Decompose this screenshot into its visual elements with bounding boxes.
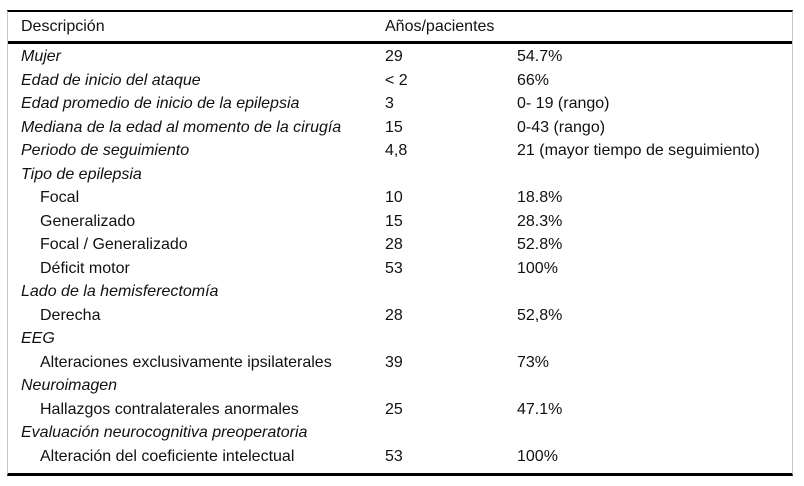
row-detail-value: 52,8% xyxy=(517,306,563,324)
row-label: Evaluación neurocognitiva preoperatoria xyxy=(21,424,308,441)
row-years-patients-value: 3 xyxy=(385,95,394,112)
row-detail-value: 66% xyxy=(517,71,550,89)
row-detail-value: 21 (mayor tiempo de seguimiento) xyxy=(517,142,760,159)
row-label: Derecha xyxy=(40,306,101,324)
row-label: Mujer xyxy=(21,48,62,65)
row-detail-value: 100% xyxy=(517,447,558,465)
table-row: Edad de inicio del ataque < 2 66% xyxy=(8,69,792,93)
row-detail-value: 18.8% xyxy=(517,189,563,206)
row-detail-value xyxy=(517,163,792,187)
row-label: Tipo de epilepsia xyxy=(21,165,142,183)
table-row: Déficit motor 53 100% xyxy=(8,257,792,281)
row-years-patients-value xyxy=(385,163,517,187)
row-label: Edad promedio de inicio de la epilepsia xyxy=(21,95,300,112)
row-label: Alteraciones exclusivamente ipsilaterale… xyxy=(40,353,332,371)
row-label: EEG xyxy=(21,330,55,347)
row-detail-value: 47.1% xyxy=(517,400,563,418)
row-label: Alteración del coeficiente intelectual xyxy=(40,447,295,465)
row-label: Déficit motor xyxy=(40,259,130,277)
row-years-patients-value: 28 xyxy=(385,306,403,324)
row-years-patients-value: 15 xyxy=(385,118,403,136)
table-row: Focal / Generalizado 28 52.8% xyxy=(8,233,792,257)
column-header-descripcion: Descripción xyxy=(21,17,105,35)
row-detail-value xyxy=(517,280,792,304)
section-header-row: EEG xyxy=(8,327,792,351)
row-detail-value: 73% xyxy=(517,353,550,371)
table-row: Derecha 28 52,8% xyxy=(8,304,792,328)
row-years-patients-value: 53 xyxy=(385,447,403,465)
table-row: Mediana de la edad al momento de la ciru… xyxy=(8,116,792,140)
table-body: Mujer 29 54.7% Edad de inicio del ataque < 2… xyxy=(8,44,792,473)
row-label: Neuroimagen xyxy=(21,377,118,394)
table-row: Mujer 29 54.7% xyxy=(8,45,792,69)
table-header-row: Descripción Años/pacientes xyxy=(8,12,792,44)
row-years-patients-value xyxy=(385,280,517,304)
row-years-patients-value xyxy=(385,421,517,445)
row-detail-value: 54.7% xyxy=(517,48,563,65)
row-years-patients-value: 53 xyxy=(385,259,403,277)
column-header-anos-pacientes: Años/pacientes xyxy=(385,17,495,35)
row-years-patients-value: 29 xyxy=(385,48,403,65)
row-label: Focal xyxy=(40,189,80,206)
section-header-row: Lado de la hemisferectomía xyxy=(8,280,792,304)
row-years-patients-value: 4,8 xyxy=(385,142,408,159)
data-table: Descripción Años/pacientes Mujer 29 54.7% E… xyxy=(7,10,793,476)
row-label: Periodo de seguimiento xyxy=(21,142,190,159)
table-row: Edad promedio de inicio de la epilepsia 3… xyxy=(8,92,792,116)
row-years-patients-value: < 2 xyxy=(385,71,408,89)
row-detail-value xyxy=(517,327,792,351)
section-header-row: Neuroimagen xyxy=(8,374,792,398)
section-header-row: Tipo de epilepsia xyxy=(8,163,792,187)
row-detail-value: 28.3% xyxy=(517,212,563,230)
row-years-patients-value: 28 xyxy=(385,236,403,253)
row-label: Focal / Generalizado xyxy=(40,236,188,253)
row-detail-value: 0-43 (rango) xyxy=(517,118,606,136)
table-row: Alteración del coeficiente intelectual 53… xyxy=(8,445,792,469)
row-detail-value: 52.8% xyxy=(517,236,563,253)
row-detail-value: 100% xyxy=(517,259,558,277)
row-label: Lado de la hemisferectomía xyxy=(21,283,219,300)
row-label: Generalizado xyxy=(40,212,136,230)
row-years-patients-value: 10 xyxy=(385,189,403,206)
row-label: Mediana de la edad al momento de la ciru… xyxy=(21,118,342,136)
row-detail-value xyxy=(517,374,792,398)
section-header-row: Evaluación neurocognitiva preoperatoria xyxy=(8,421,792,445)
table-row: Focal 10 18.8% xyxy=(8,186,792,210)
table-row: Generalizado 15 28.3% xyxy=(8,210,792,234)
table-row: Hallazgos contralaterales anormales 25 47.… xyxy=(8,398,792,422)
row-detail-value: 0- 19 (rango) xyxy=(517,95,610,112)
row-years-patients-value xyxy=(385,327,517,351)
row-label: Hallazgos contralaterales anormales xyxy=(40,400,299,418)
row-years-patients-value xyxy=(385,374,517,398)
row-years-patients-value: 15 xyxy=(385,212,403,230)
table-row: Alteraciones exclusivamente ipsilaterale… xyxy=(8,351,792,375)
row-detail-value xyxy=(517,421,792,445)
row-label: Edad de inicio del ataque xyxy=(21,71,201,89)
row-years-patients-value: 25 xyxy=(385,400,403,418)
row-years-patients-value: 39 xyxy=(385,353,403,371)
table-row: Periodo de seguimiento 4,8 21 (mayor tiemp… xyxy=(8,139,792,163)
